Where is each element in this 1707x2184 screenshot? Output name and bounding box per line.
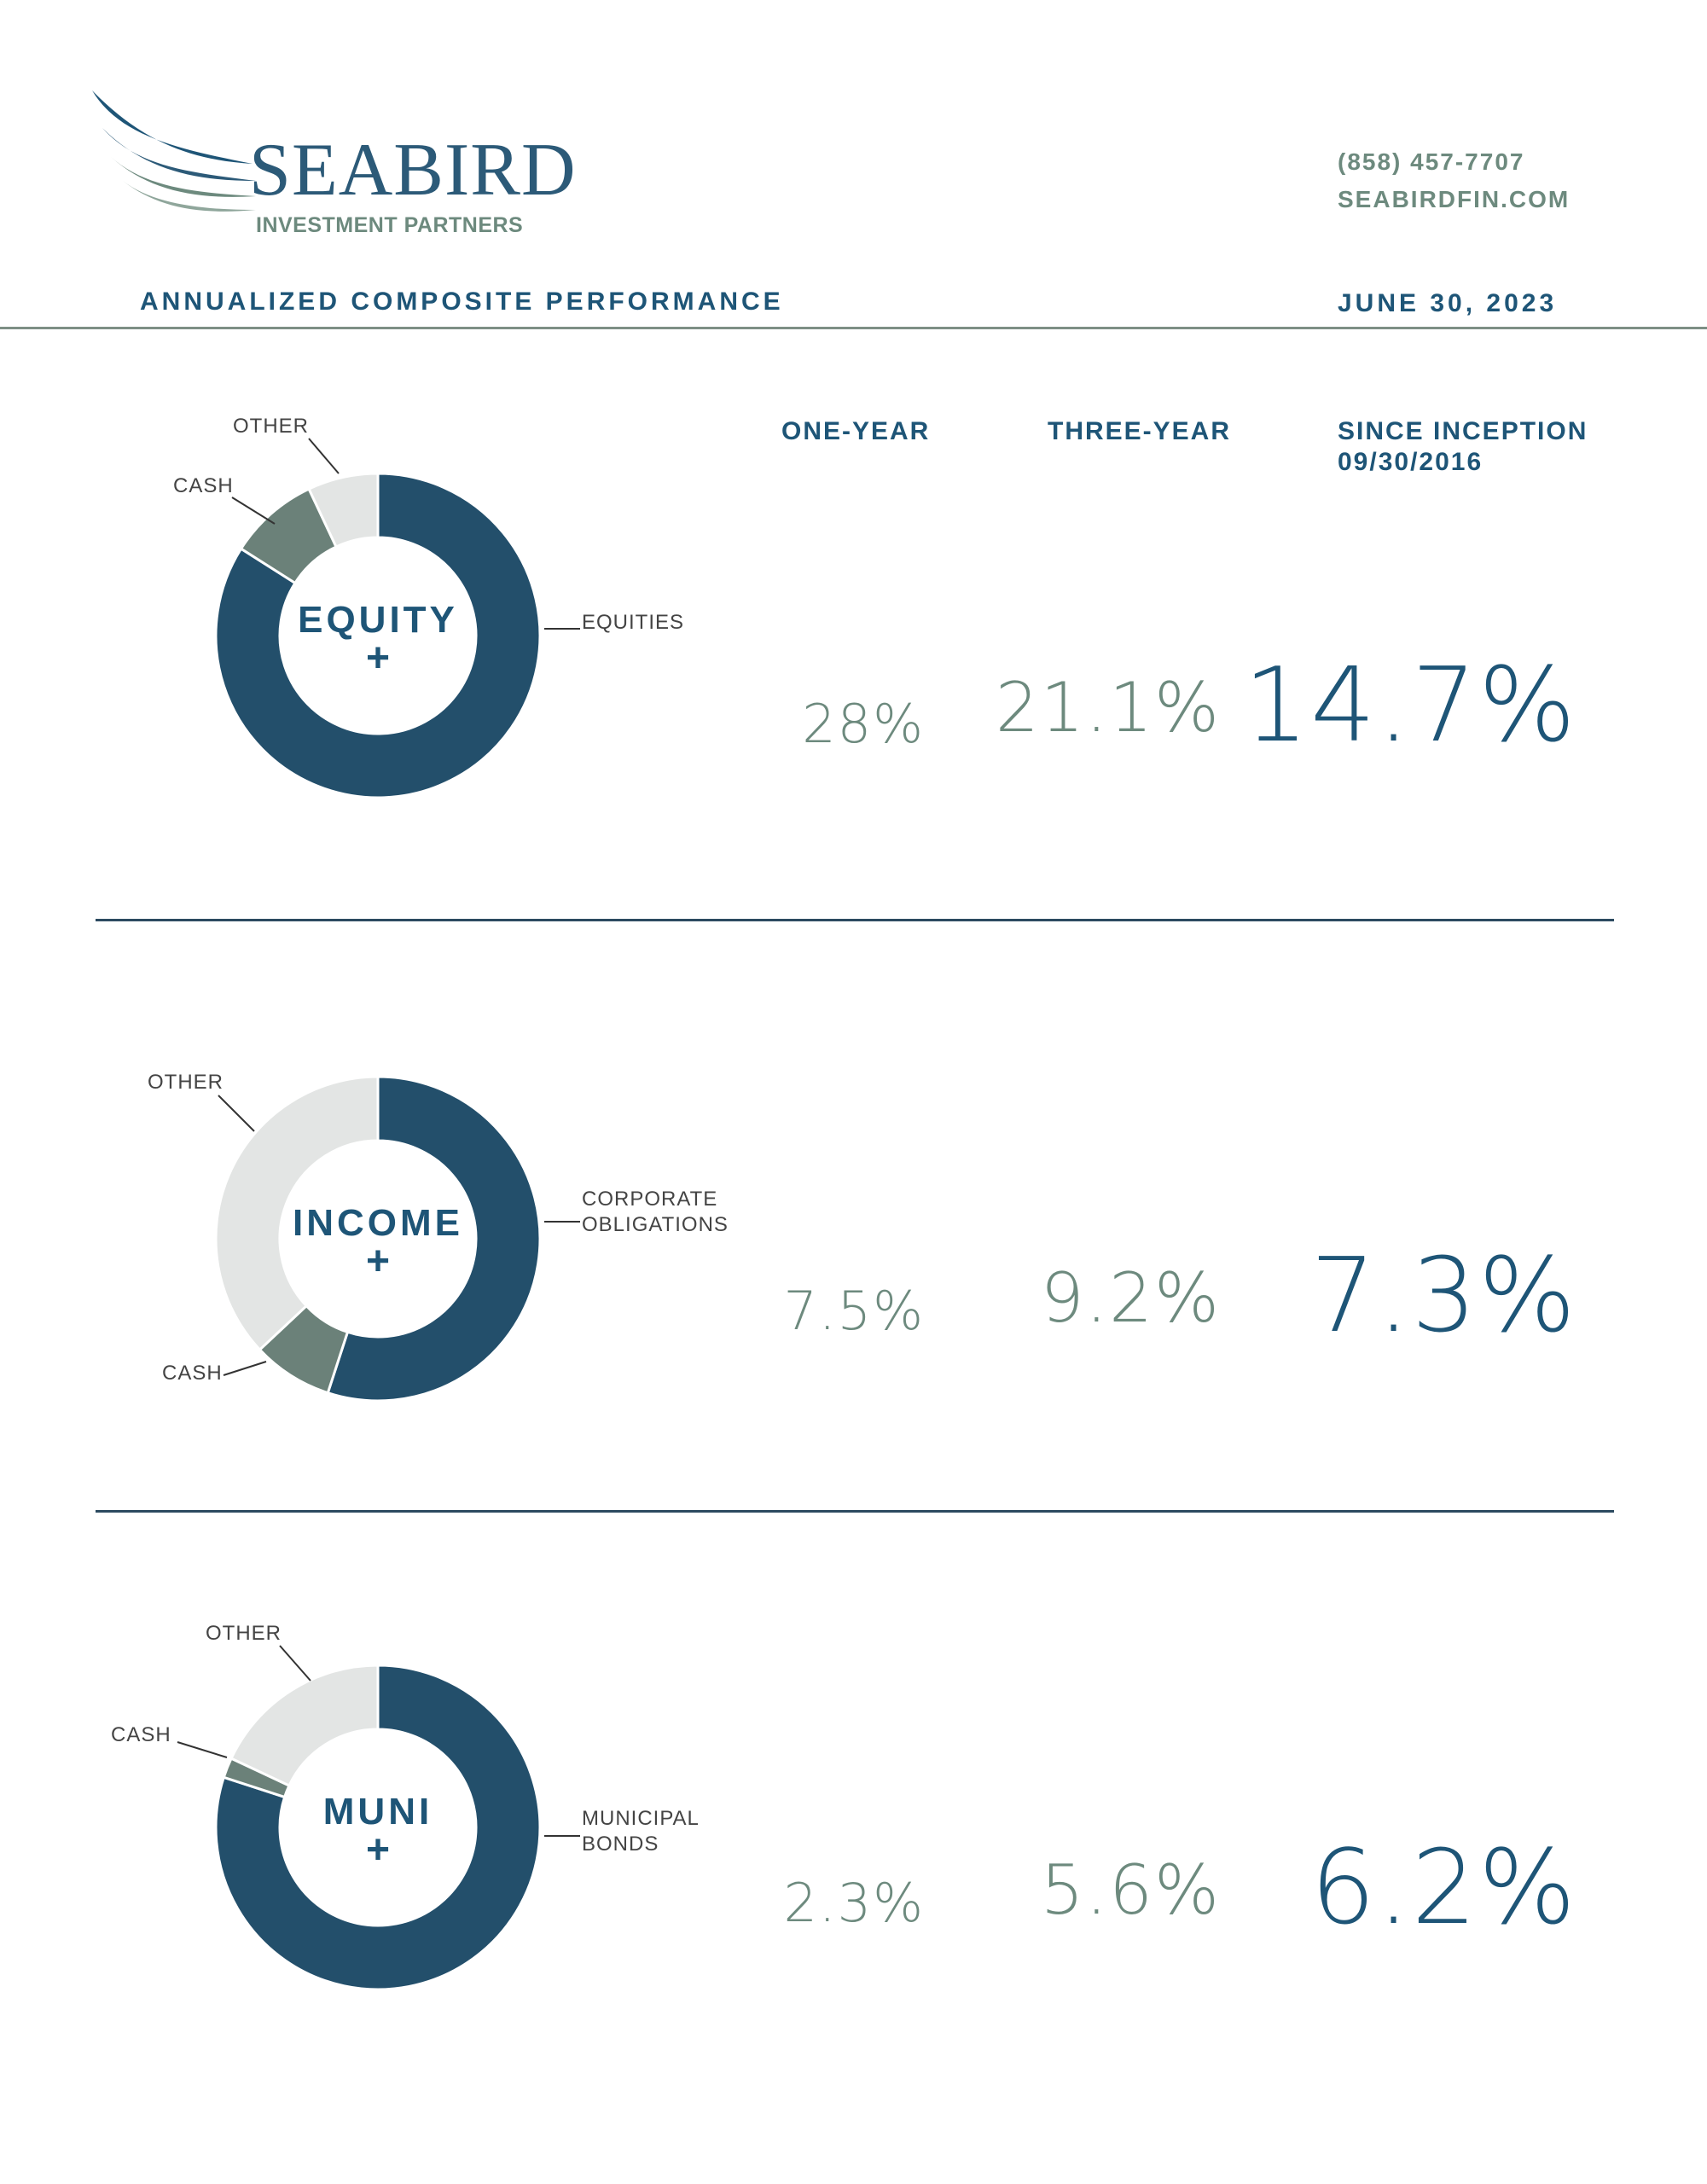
report-date: JUNE 30, 2023 xyxy=(1338,289,1558,317)
leader-line xyxy=(308,438,340,474)
donut-slice-municipal-bonds xyxy=(214,1664,542,1991)
column-header-three-year: THREE-YEAR xyxy=(1048,417,1232,445)
brand-name: SEABIRD xyxy=(249,129,577,212)
page-title: ANNUALIZED COMPOSITE PERFORMANCE xyxy=(140,288,784,316)
column-header-since-inception: SINCE INCEPTION xyxy=(1338,417,1588,445)
section-divider xyxy=(96,1510,1614,1513)
leader-line xyxy=(279,1645,311,1682)
leader-line xyxy=(223,1361,267,1376)
leader-line xyxy=(218,1095,255,1132)
seabird-wing-icon xyxy=(92,90,256,212)
income-three-year-value: 9.2% xyxy=(1040,1258,1221,1338)
strategy-plus-symbol: + xyxy=(366,1239,390,1284)
strategy-plus-symbol: + xyxy=(366,1827,390,1873)
leader-line xyxy=(231,497,276,525)
donut-slice-equities xyxy=(214,472,542,799)
website-link[interactable]: SEABIRDFIN.COM xyxy=(1338,186,1571,212)
income-one-year-value: 7.5% xyxy=(783,1280,925,1342)
slice-label-cash: CASH xyxy=(111,1723,171,1746)
slice-label-other: OTHER xyxy=(233,415,309,438)
phone-number[interactable]: (858) 457-7707 xyxy=(1338,148,1525,175)
donut-slice-other xyxy=(229,1664,380,1788)
company-logo: SEABIRD INVESTMENT PARTNERS xyxy=(85,85,580,247)
column-header-one-year: ONE-YEAR xyxy=(781,417,931,445)
slice-label-other: OTHER xyxy=(148,1071,224,1094)
strategy-name: MUNI xyxy=(323,1791,433,1833)
leader-line xyxy=(177,1741,228,1758)
slice-label-cash: CASH xyxy=(173,474,234,497)
inception-date: 09/30/2016 xyxy=(1338,448,1483,476)
equity-three-year-value: 21.1% xyxy=(995,668,1221,747)
section-divider xyxy=(96,919,1614,921)
brand-tagline: INVESTMENT PARTNERS xyxy=(256,213,524,237)
slice-label-corporate-obligations: CORPORATE OBLIGATIONS xyxy=(582,1188,729,1236)
muni-since-inception-value: 6.2% xyxy=(1310,1829,1577,1948)
slice-label-equities: EQUITIES xyxy=(582,611,684,634)
equity-since-inception-value: 14.7% xyxy=(1243,647,1577,765)
strategy-name: EQUITY xyxy=(298,599,458,641)
muni-one-year-value: 2.3% xyxy=(783,1872,925,1934)
slice-label-cash: CASH xyxy=(162,1362,223,1385)
strategy-plus-symbol: + xyxy=(366,636,390,681)
income-since-inception-value: 7.3% xyxy=(1310,1237,1577,1356)
donut-slice-corporate-obligations xyxy=(326,1075,542,1403)
header-divider xyxy=(0,327,1707,329)
donut-slice-other xyxy=(214,1075,380,1352)
slice-label-other: OTHER xyxy=(206,1622,282,1645)
equity-one-year-value: 28% xyxy=(802,693,925,755)
muni-three-year-value: 5.6% xyxy=(1040,1850,1221,1930)
strategy-name: INCOME xyxy=(293,1202,463,1244)
slice-label-municipal-bonds: MUNICIPAL BONDS xyxy=(582,1807,700,1856)
donut-slice-other xyxy=(307,472,380,549)
